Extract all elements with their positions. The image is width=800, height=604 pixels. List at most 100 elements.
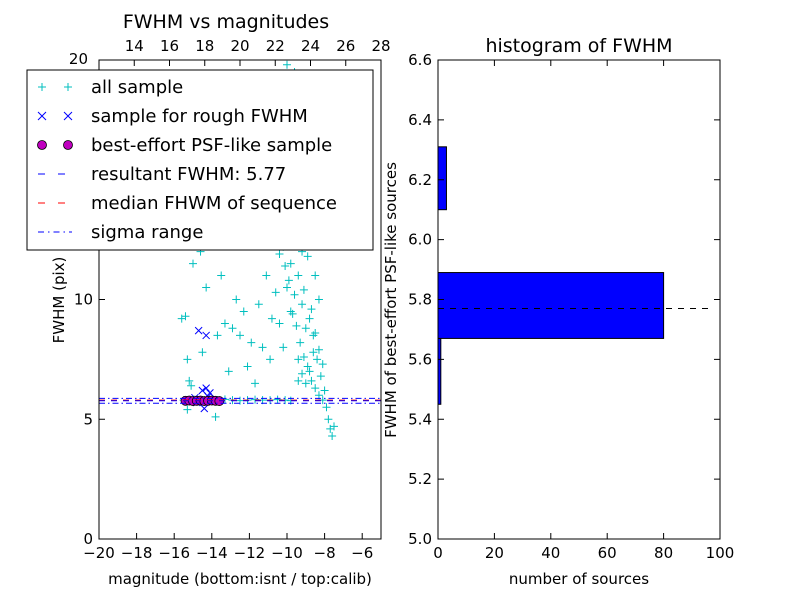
- x-tick-label: −10: [271, 544, 303, 562]
- all-sample-point: [187, 381, 196, 390]
- all-sample-point: [236, 331, 244, 340]
- rough-fwhm-point: [200, 404, 209, 413]
- all-sample-point: [283, 60, 291, 69]
- y-tick-label: 6.4: [408, 111, 432, 129]
- histogram-panel: histogram of FWHM 0 20 40 60 80 100 5.0 5.2 5.4…: [382, 35, 734, 588]
- all-sample-point: [202, 283, 211, 292]
- all-sample-point: [281, 261, 290, 270]
- all-sample-point: [251, 379, 260, 388]
- all-sample-point: [316, 372, 325, 381]
- x-tick-label: −16: [158, 544, 190, 562]
- x-tick-label: −6: [351, 544, 373, 562]
- y-tick-label: 5.0: [408, 530, 432, 548]
- all-sample-point: [303, 362, 312, 371]
- top-x-tick-label: 14: [125, 37, 144, 55]
- top-x-tick-label: 20: [230, 37, 249, 55]
- legend-markers: [37, 83, 73, 233]
- rough-fwhm-point: [206, 389, 214, 397]
- histogram-bar: [437, 146, 447, 211]
- all-sample-point: [328, 432, 337, 441]
- all-sample-point: [228, 324, 237, 333]
- x-tick-label: −14: [196, 544, 228, 562]
- legend-label-resultant-fwhm: resultant FWHM: 5.77: [91, 164, 286, 185]
- legend-x-marker: [63, 111, 73, 121]
- all-sample-point: [288, 309, 297, 318]
- all-sample-point: [313, 355, 322, 364]
- legend-label-psf-sample: best-effort PSF-like sample: [91, 135, 332, 156]
- scatter-xlabel: magnitude (bottom:isnt / top:calib): [108, 570, 372, 588]
- all-sample-point: [311, 329, 320, 338]
- all-sample-point: [247, 338, 256, 347]
- all-sample-point: [271, 288, 280, 297]
- all-sample-point: [305, 314, 314, 323]
- all-sample-point: [220, 319, 229, 328]
- legend-x-marker: [37, 111, 47, 121]
- histogram-ylabel: FWHM of best-effort PSF-like sources: [382, 162, 400, 438]
- all-sample-point: [294, 376, 303, 385]
- legend-label-sigma-range: sigma range: [91, 222, 203, 243]
- scatter-title: FWHM vs magnitudes: [123, 11, 329, 33]
- all-sample-point: [183, 405, 192, 414]
- all-sample-point: [232, 295, 241, 304]
- scatter-left-axis: 0 5 10: [74, 291, 105, 548]
- y-tick-label: 10: [74, 291, 93, 309]
- all-sample-point: [307, 376, 316, 385]
- y-tick-label: 5.4: [408, 410, 432, 428]
- all-sample-point: [301, 324, 310, 333]
- all-sample-point: [298, 369, 307, 378]
- all-sample-point: [266, 355, 275, 364]
- legend-label-rough-fwhm: sample for rough FWHM: [91, 106, 308, 127]
- all-sample-point: [211, 412, 220, 421]
- all-sample-point: [284, 276, 293, 285]
- all-sample-point: [296, 338, 305, 347]
- all-sample-point: [275, 249, 284, 258]
- y-tick-label: 6.6: [408, 51, 432, 69]
- y-tick-label: 5.8: [408, 291, 432, 309]
- all-sample-point: [236, 396, 244, 405]
- top-x-tick-label: 16: [160, 37, 179, 55]
- y-tick-label: 0: [83, 530, 93, 548]
- all-sample-point: [217, 271, 226, 280]
- all-sample-point: [305, 367, 314, 376]
- y-tick-label: 5.6: [408, 350, 432, 368]
- all-sample-point: [183, 355, 192, 364]
- all-sample-point: [267, 314, 276, 323]
- x-tick-label: 20: [485, 544, 504, 562]
- all-sample-point: [309, 348, 318, 357]
- all-sample-point: [294, 271, 303, 280]
- top-x-tick-label: 26: [336, 37, 355, 55]
- all-sample-point: [311, 384, 320, 393]
- histogram-y-axis: 5.0 5.2 5.4 5.6 5.8 6.0 6.2 6.4 6.6: [408, 51, 720, 548]
- all-sample-point: [301, 379, 310, 388]
- x-tick-label: 60: [598, 544, 617, 562]
- all-sample-point: [239, 307, 248, 316]
- all-sample-point: [322, 403, 331, 412]
- all-sample-point: [213, 331, 222, 340]
- all-sample-point: [198, 348, 207, 357]
- all-sample-point: [243, 362, 252, 371]
- legend-plus-marker: [38, 83, 46, 91]
- scatter-panel: FWHM vs magnitudes −20 −18 −16 −14 −12 −10 −8−…: [26, 11, 391, 588]
- rough-fwhm-point: [202, 384, 211, 392]
- all-sample-point: [292, 321, 301, 330]
- all-sample-point: [314, 345, 323, 354]
- legend: all sample sample for rough FWHM best-ef…: [26, 69, 374, 251]
- all-sample-point: [299, 285, 308, 294]
- rough-fwhm-point: [202, 331, 211, 340]
- histogram-bar: [437, 272, 665, 339]
- x-tick-label: −20: [83, 544, 115, 562]
- all-sample-point: [311, 271, 320, 280]
- x-tick-label: 100: [706, 544, 735, 562]
- all-sample-point: [299, 352, 308, 361]
- all-sample-point: [314, 295, 323, 304]
- all-sample-point: [258, 343, 267, 352]
- all-sample-point: [298, 300, 307, 309]
- legend-circle-marker: [37, 140, 47, 150]
- all-sample-point: [189, 259, 197, 268]
- all-sample-point: [286, 259, 295, 268]
- histogram-x-axis: 0 20 40 60 80 100: [433, 60, 734, 562]
- all-sample-point: [262, 271, 271, 280]
- rough-fwhm-point: [194, 326, 203, 335]
- all-sample-point: [254, 300, 263, 309]
- top-x-tick-label: 24: [301, 37, 320, 55]
